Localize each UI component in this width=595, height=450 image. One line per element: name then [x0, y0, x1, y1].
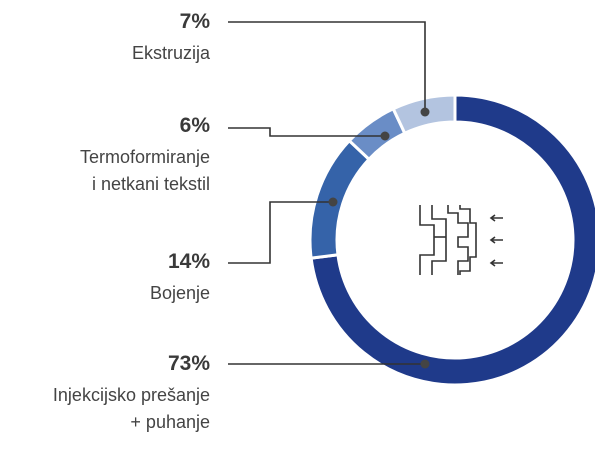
leader-line	[228, 21, 426, 112]
segment-label: 14% Bojenje	[0, 250, 210, 307]
process-icon	[419, 205, 503, 275]
value-label: 73%	[167, 352, 210, 375]
leader-dot	[380, 131, 390, 141]
leader-dot	[328, 197, 338, 207]
category-label: Injekcijsko prešanje + puhanje	[52, 385, 210, 432]
segment-label: 73% Injekcijsko prešanje + puhanje	[0, 352, 210, 436]
value-label: 14%	[167, 250, 210, 273]
leader-line	[228, 127, 385, 137]
value-label: 7%	[179, 10, 210, 33]
value-label: 6%	[179, 114, 210, 137]
category-label: Ekstruzija	[131, 43, 210, 63]
leader-line	[228, 201, 333, 264]
category-label: Termoformiranje i netkani tekstil	[79, 147, 210, 194]
donut-segment	[308, 138, 372, 260]
leader-dot	[420, 107, 430, 117]
segment-label: 7% Ekstruzija	[0, 10, 210, 67]
leader-dot	[420, 359, 430, 369]
category-label: Bojenje	[149, 283, 210, 303]
segment-label: 6% Termoformiranje i netkani tekstil	[0, 114, 210, 198]
donut-segment	[309, 93, 595, 387]
